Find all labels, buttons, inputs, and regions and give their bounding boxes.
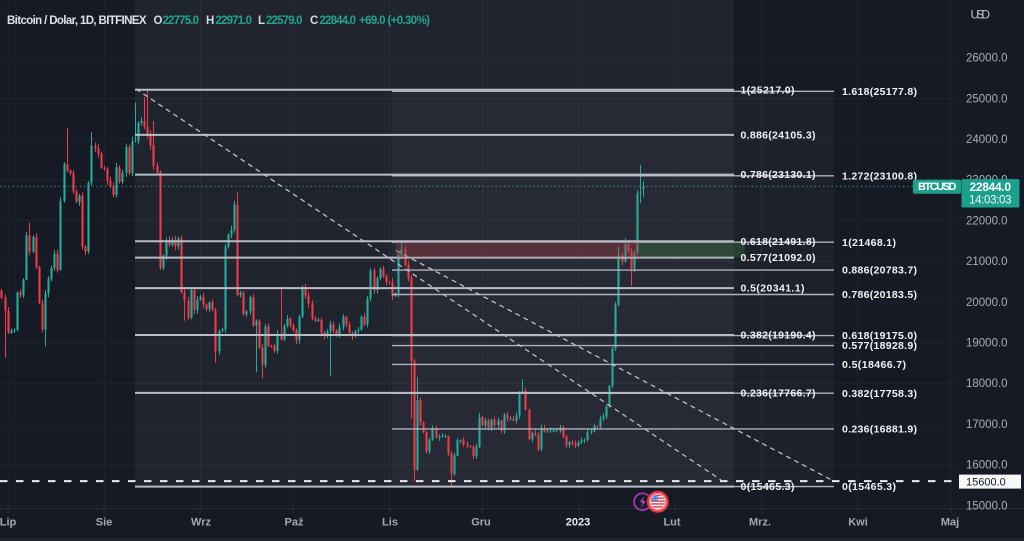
svg-text:0.886(20783.7): 0.886(20783.7) <box>842 265 917 277</box>
svg-text:22579.0: 22579.0 <box>266 15 303 27</box>
svg-text:0.382(17758.3): 0.382(17758.3) <box>842 388 917 400</box>
svg-text:C: C <box>310 15 318 27</box>
svg-text:0.618(21491.8): 0.618(21491.8) <box>741 236 816 248</box>
svg-text:1(25217.0): 1(25217.0) <box>741 84 795 96</box>
svg-text:BTCUSD: BTCUSD <box>918 181 957 193</box>
svg-text:0.382(19190.4): 0.382(19190.4) <box>741 330 816 342</box>
svg-text:Kwi: Kwi <box>848 517 868 529</box>
svg-text:20000.0: 20000.0 <box>966 297 1008 309</box>
svg-text:Maj: Maj <box>941 517 959 529</box>
svg-text:Sie: Sie <box>96 517 113 529</box>
svg-text:1.618(25177.8): 1.618(25177.8) <box>842 86 917 98</box>
svg-text:0.886(24105.3): 0.886(24105.3) <box>741 130 816 142</box>
svg-text:Bitcoin / Dolar, 1D, BITFINEX: Bitcoin / Dolar, 1D, BITFINEX <box>7 15 147 27</box>
svg-text:0(15465.3): 0(15465.3) <box>842 481 896 493</box>
svg-text:22000.0: 22000.0 <box>966 215 1008 227</box>
svg-text:1(21468.1): 1(21468.1) <box>842 237 896 249</box>
svg-text:O: O <box>154 15 163 27</box>
svg-text:22844.0: 22844.0 <box>320 15 357 27</box>
svg-text:22971.0: 22971.0 <box>216 15 253 27</box>
svg-text:Mrz.: Mrz. <box>749 517 771 529</box>
svg-text:22844.0: 22844.0 <box>970 180 1012 194</box>
svg-text:L: L <box>258 15 265 27</box>
svg-text:16000.0: 16000.0 <box>966 460 1008 472</box>
svg-text:0.236(16881.9): 0.236(16881.9) <box>842 424 917 436</box>
svg-text:2023: 2023 <box>566 517 590 529</box>
svg-text:0(15465.3): 0(15465.3) <box>741 481 795 493</box>
svg-text:15600.0: 15600.0 <box>966 476 1006 488</box>
svg-text:0.236(17766.7): 0.236(17766.7) <box>741 388 816 400</box>
svg-text:17000.0: 17000.0 <box>966 419 1008 431</box>
svg-text:14:03:03: 14:03:03 <box>969 195 1012 207</box>
svg-text:0.577(21092.0): 0.577(21092.0) <box>741 252 816 264</box>
svg-text:21000.0: 21000.0 <box>966 256 1008 268</box>
svg-text:0.786(23130.1): 0.786(23130.1) <box>741 169 816 181</box>
svg-text:+69.0 (+0.30%): +69.0 (+0.30%) <box>359 15 430 27</box>
svg-text:0.618(19175.0): 0.618(19175.0) <box>842 330 917 342</box>
svg-text:22775.0: 22775.0 <box>163 15 200 27</box>
svg-text:Lis: Lis <box>382 517 398 529</box>
svg-text:H: H <box>206 15 214 27</box>
svg-text:18000.0: 18000.0 <box>966 378 1008 390</box>
svg-text:15000.0: 15000.0 <box>966 500 1008 512</box>
svg-text:Wrz: Wrz <box>191 517 211 529</box>
svg-text:24000.0: 24000.0 <box>966 134 1008 146</box>
svg-text:0.786(20183.5): 0.786(20183.5) <box>842 289 917 301</box>
svg-text:Gru: Gru <box>471 517 491 529</box>
svg-text:Lip: Lip <box>0 517 17 529</box>
svg-text:USD: USD <box>971 7 991 21</box>
svg-text:0.5(20341.1): 0.5(20341.1) <box>741 283 805 295</box>
svg-text:0.5(18466.7): 0.5(18466.7) <box>842 359 906 371</box>
svg-text:26000.0: 26000.0 <box>966 53 1008 65</box>
svg-text:0.577(18928.9): 0.577(18928.9) <box>842 340 917 352</box>
svg-text:25000.0: 25000.0 <box>966 93 1008 105</box>
svg-text:Paź: Paź <box>285 517 304 529</box>
svg-text:19000.0: 19000.0 <box>966 338 1008 350</box>
svg-text:Lut: Lut <box>663 517 680 529</box>
svg-text:1.272(23100.8): 1.272(23100.8) <box>842 170 917 182</box>
